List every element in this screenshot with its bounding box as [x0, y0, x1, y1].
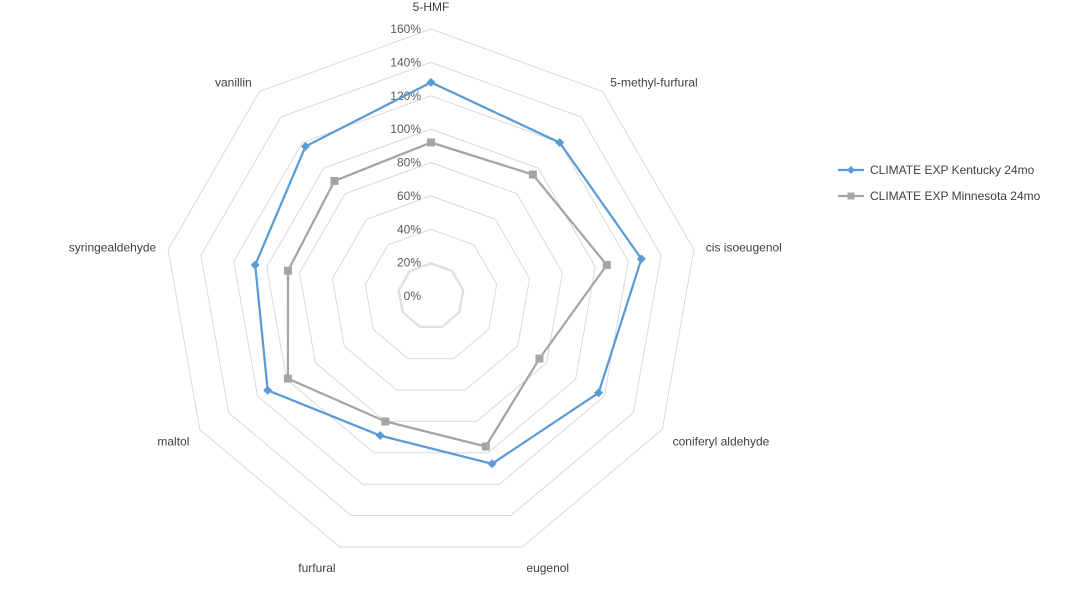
grid-ring [397, 262, 465, 328]
data-point [283, 374, 292, 383]
tick-label: 60% [397, 189, 421, 203]
tick-label: 0% [404, 289, 422, 303]
grid-ring-inner [398, 263, 464, 327]
data-point [487, 459, 497, 469]
legend-item: CLIMATE EXP Minnesota 24mo [838, 189, 1041, 203]
data-point [535, 354, 544, 363]
grid-ring [331, 195, 531, 391]
data-point [427, 138, 435, 147]
tick-label: 100% [390, 122, 421, 136]
legend-item: CLIMATE EXP Kentucky 24mo [838, 163, 1035, 177]
grid-ring [266, 128, 596, 454]
grid-ring [298, 161, 564, 422]
category-label: furfural [298, 561, 335, 575]
category-label: syringealdehyde [69, 241, 157, 255]
tick-label: 160% [390, 22, 421, 36]
category-label: 5-methyl-furfural [610, 75, 697, 89]
series-layer [250, 77, 646, 469]
legend-marker [847, 166, 855, 174]
legend-label: CLIMATE EXP Minnesota 24mo [870, 189, 1041, 203]
series-2 [283, 138, 611, 451]
category-label: cis isoeugenol [706, 241, 782, 255]
data-point [481, 442, 490, 451]
data-point [300, 141, 310, 151]
series-1 [250, 77, 646, 469]
tick-label: 20% [397, 256, 421, 270]
legend-label: CLIMATE EXP Kentucky 24mo [870, 163, 1035, 177]
data-point [381, 417, 390, 426]
series-line [286, 141, 608, 448]
tick-labels: 0%20%40%60%80%100%120%140%160% [390, 22, 421, 303]
grid-ring [233, 95, 629, 485]
tick-label: 80% [397, 156, 421, 170]
category-labels: 5-HMF 5-methyl-furfural cis isoeugenol coni… [69, 0, 782, 575]
category-label: coniferyl aldehyde [673, 435, 770, 449]
data-point [375, 431, 385, 441]
data-point [263, 385, 273, 395]
grid-ring [200, 61, 662, 516]
data-point [594, 388, 604, 398]
data-point [250, 260, 260, 270]
tick-label: 140% [390, 55, 421, 69]
grid-ring [167, 28, 695, 548]
legend-marker [847, 192, 855, 200]
grid-ring [364, 228, 498, 360]
category-label: vanillin [215, 75, 252, 89]
data-point [555, 138, 565, 148]
data-point [426, 77, 436, 87]
data-point [330, 176, 339, 185]
data-point [602, 260, 611, 269]
category-label: eugenol [526, 561, 569, 575]
legend: CLIMATE EXP Kentucky 24mo CLIMATE EXP Min… [838, 163, 1041, 203]
data-point [528, 170, 537, 179]
grid-layer [167, 28, 695, 548]
tick-label: 40% [397, 222, 421, 236]
data-point [636, 254, 646, 264]
series-line [254, 81, 643, 465]
data-point [284, 266, 293, 275]
category-label: maltol [157, 435, 189, 449]
category-label: 5-HMF [413, 0, 450, 14]
